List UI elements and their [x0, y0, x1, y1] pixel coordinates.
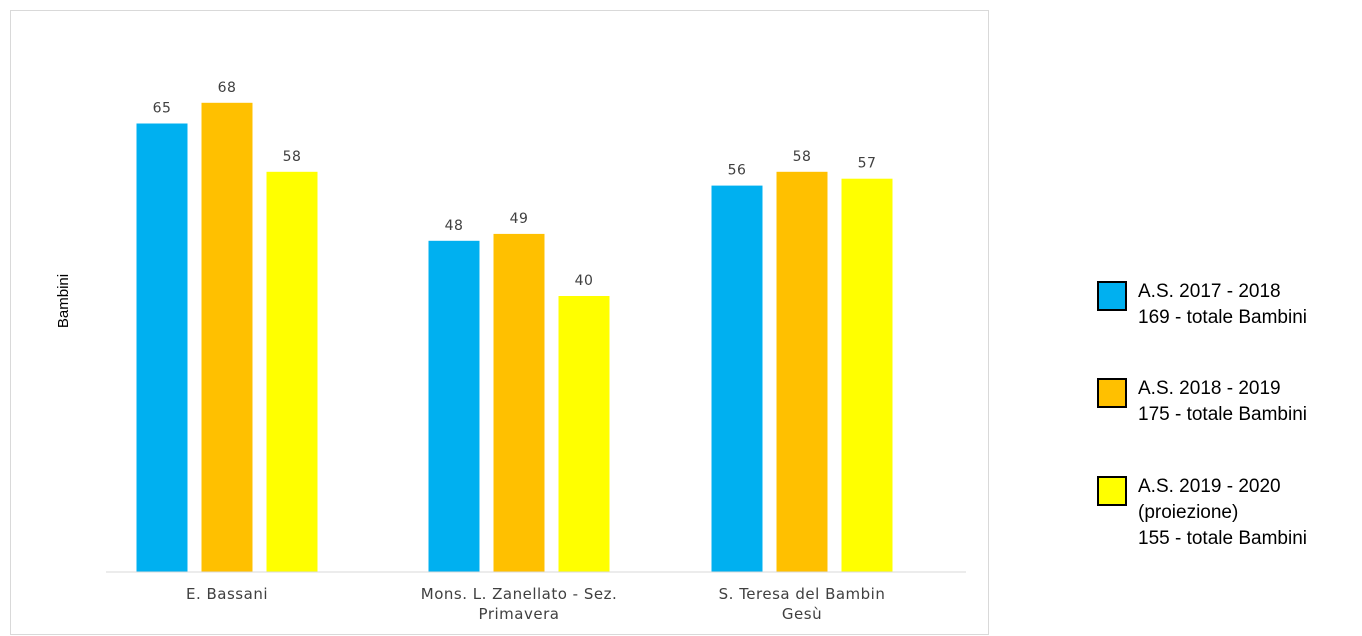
data-label: 48 [445, 218, 464, 234]
bar [266, 171, 318, 573]
bar [711, 185, 763, 572]
legend-series-total: 155 - totale Bambini [1138, 528, 1307, 549]
legend-label: A.S. 2018 - 2019 175 - totale Bambini [1138, 376, 1307, 428]
x-tick-label: Gesù [782, 605, 822, 623]
data-label: 40 [575, 273, 594, 289]
legend-series-name: A.S. 2018 - 2019 [1138, 378, 1281, 399]
legend-series-total: 175 - totale Bambini [1138, 404, 1307, 425]
data-label: 65 [153, 101, 172, 117]
data-label: 57 [858, 156, 877, 172]
bar [428, 240, 480, 573]
data-label: 68 [218, 80, 237, 96]
x-tick-label: E. Bassani [186, 585, 268, 603]
y-axis-label: Bambini [55, 274, 72, 328]
legend-series-name: A.S. 2019 - 2020 [1138, 476, 1281, 497]
legend: A.S. 2017 - 2018 169 - totale Bambini A.… [1097, 0, 1362, 629]
legend-label: A.S. 2019 - 2020 (proiezione) 155 - tota… [1138, 474, 1307, 552]
legend-swatch [1097, 281, 1127, 311]
bar [558, 296, 610, 572]
legend-series-name: A.S. 2017 - 2018 [1138, 281, 1281, 302]
legend-label: A.S. 2017 - 2018 169 - totale Bambini [1138, 279, 1307, 331]
data-label: 58 [793, 149, 812, 165]
x-tick-label: S. Teresa del Bambin [719, 585, 886, 603]
legend-series-note: (proiezione) [1138, 502, 1239, 523]
legend-swatch [1097, 378, 1127, 408]
bar [136, 123, 188, 572]
data-label: 56 [728, 163, 747, 179]
bar-chart: Bambini 65 68 58 48 49 40 56 58 57 E. Bassani Mon… [55, 80, 966, 623]
bar [776, 171, 828, 573]
bar [841, 178, 893, 572]
x-tick-label: Primavera [479, 605, 560, 623]
legend-swatch [1097, 476, 1127, 506]
bar [493, 233, 545, 572]
x-tick-labels: E. Bassani Mons. L. Zanellato - Sez. Prima… [186, 585, 885, 623]
bars-group: 65 68 58 48 49 40 56 58 57 [136, 80, 893, 573]
legend-series-total: 169 - totale Bambini [1138, 307, 1307, 328]
data-label: 58 [283, 149, 302, 165]
chart-frame: Bambini 65 68 58 48 49 40 56 58 57 E. Bassani Mon… [10, 10, 989, 635]
bar [201, 102, 253, 573]
x-tick-label: Mons. L. Zanellato - Sez. [421, 585, 618, 603]
data-label: 49 [510, 211, 529, 227]
